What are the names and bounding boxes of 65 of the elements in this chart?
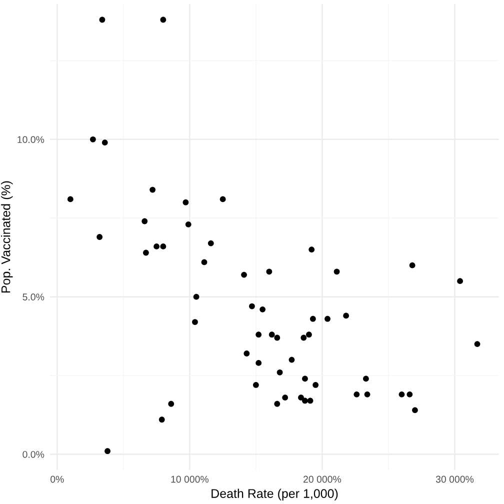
point — [67, 196, 74, 202]
point — [185, 221, 192, 228]
point — [266, 268, 272, 275]
point — [364, 391, 370, 398]
y-axis-title: Pop. Vaccinated (%) — [1, 181, 13, 292]
point — [282, 394, 288, 401]
point — [474, 341, 480, 347]
point — [324, 316, 330, 322]
point — [154, 244, 160, 250]
point — [150, 186, 156, 193]
point — [354, 391, 360, 398]
point — [302, 376, 308, 382]
point — [102, 140, 108, 146]
point — [193, 294, 200, 300]
point — [241, 272, 247, 278]
point — [260, 306, 266, 312]
point — [274, 334, 280, 341]
x-tick-label: 30 000% — [436, 476, 474, 483]
x-tick-label: 20 000% — [304, 476, 342, 483]
point — [312, 382, 319, 388]
point — [158, 416, 165, 423]
point — [412, 407, 418, 414]
point — [310, 316, 316, 322]
y-tick-label: 0.0% — [22, 450, 44, 458]
point — [308, 246, 315, 253]
point — [208, 240, 214, 246]
point — [288, 356, 295, 363]
point — [362, 376, 369, 382]
point — [457, 278, 463, 284]
y-tick-label: 10.0% — [18, 136, 44, 144]
point — [307, 398, 314, 404]
point — [96, 234, 103, 240]
x-tick-label: 0% — [50, 476, 64, 483]
point — [306, 332, 312, 338]
point — [90, 136, 96, 142]
point — [343, 312, 350, 319]
y-tick-label: 5.0% — [22, 294, 44, 300]
point — [220, 196, 226, 202]
point — [302, 398, 308, 404]
point — [160, 244, 166, 250]
point — [268, 332, 275, 338]
point — [168, 400, 174, 407]
point — [142, 218, 148, 224]
point — [182, 199, 189, 206]
point — [249, 303, 255, 310]
point — [298, 394, 304, 401]
point — [398, 391, 405, 398]
point — [143, 250, 149, 256]
point — [160, 16, 166, 23]
point — [201, 259, 208, 266]
point — [409, 262, 416, 268]
point — [334, 268, 340, 275]
point — [300, 334, 307, 341]
point — [256, 332, 262, 338]
point — [192, 319, 198, 325]
point — [256, 360, 262, 366]
point — [276, 369, 283, 376]
x-tick-label: 10 000% — [171, 476, 209, 483]
x-axis-title: Death Rate (per 1,000) — [212, 488, 338, 500]
point — [274, 400, 280, 407]
point — [104, 448, 110, 454]
point — [244, 350, 250, 356]
point — [253, 382, 259, 388]
point — [406, 391, 413, 398]
point — [99, 16, 106, 23]
